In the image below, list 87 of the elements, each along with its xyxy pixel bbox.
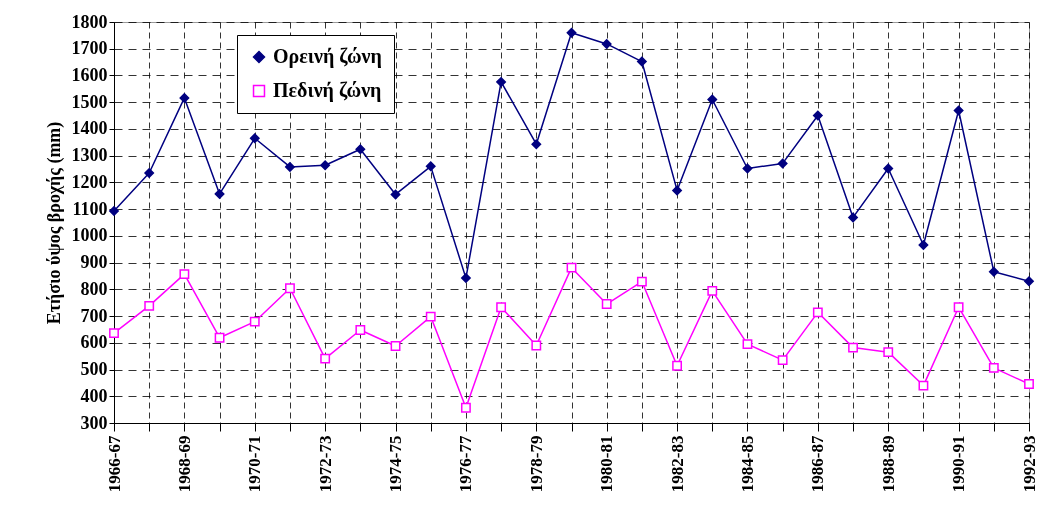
x-tick-label: 1986-87 <box>808 435 828 493</box>
x-tick-label: 1972-73 <box>315 435 335 493</box>
point <box>531 139 542 150</box>
x-tick-label: 1990-91 <box>949 435 969 493</box>
y-tick-label: 400 <box>80 385 108 406</box>
point <box>636 276 647 287</box>
point <box>988 363 999 373</box>
point <box>285 283 295 294</box>
point <box>707 94 718 105</box>
point <box>636 56 647 67</box>
y-tick-label: 300 <box>80 412 108 433</box>
point <box>848 212 858 223</box>
legend-label: Ορεινή ζώνη <box>273 45 382 68</box>
point <box>214 188 225 199</box>
point <box>566 27 577 38</box>
point <box>214 332 225 343</box>
x-tick-label: 1980-81 <box>597 435 617 493</box>
point <box>496 76 507 87</box>
x-tick-label: 1988-89 <box>878 435 898 493</box>
point <box>672 185 683 196</box>
point <box>918 380 929 391</box>
point <box>953 302 964 313</box>
y-tick-label: 600 <box>80 332 108 353</box>
point <box>425 311 436 322</box>
point <box>707 286 718 296</box>
point <box>390 189 401 200</box>
x-tick-label: 1976-77 <box>456 435 476 493</box>
y-tick-label: 800 <box>80 278 108 299</box>
point <box>777 355 788 366</box>
point <box>988 266 999 277</box>
y-tick-label: 1700 <box>71 38 108 59</box>
y-tick-label: 500 <box>80 359 108 380</box>
y-tick-label: 1400 <box>71 118 108 139</box>
point <box>777 158 788 169</box>
y-tick-label: 700 <box>80 305 108 326</box>
point <box>460 273 471 284</box>
point <box>531 340 542 351</box>
point <box>848 342 858 353</box>
y-tick-label: 1300 <box>71 145 108 166</box>
point <box>144 168 155 178</box>
point <box>109 206 119 216</box>
x-tick-label: 1978-79 <box>526 435 546 493</box>
point <box>742 339 753 350</box>
x-tick-label: 1992-93 <box>1019 435 1039 493</box>
y-tick-label: 1500 <box>71 91 108 112</box>
point <box>285 161 295 172</box>
y-tick-label: 1200 <box>71 171 108 192</box>
point <box>109 328 119 339</box>
point <box>320 353 331 364</box>
point <box>179 269 190 280</box>
point <box>390 341 401 351</box>
point <box>249 133 260 144</box>
point <box>355 144 366 155</box>
point <box>460 402 471 413</box>
y-tick-label: 1100 <box>72 198 108 219</box>
point <box>953 105 964 116</box>
point <box>812 110 823 121</box>
point <box>355 325 366 335</box>
point <box>249 316 260 327</box>
point <box>144 300 155 311</box>
y-tick-label: 1000 <box>71 225 108 246</box>
point <box>425 161 436 172</box>
point <box>1024 276 1034 287</box>
point <box>812 307 823 318</box>
legend-label: Πεδινή ζώνη <box>273 79 382 102</box>
point <box>601 38 612 49</box>
x-tick-label: 1974-75 <box>386 435 406 493</box>
point <box>566 262 577 273</box>
point <box>672 360 683 371</box>
point <box>320 160 331 171</box>
y-tick-label: 1600 <box>71 64 108 85</box>
x-tick-label: 1970-71 <box>245 435 265 493</box>
point <box>1024 379 1034 389</box>
point <box>918 240 929 250</box>
point <box>742 163 753 174</box>
point <box>601 299 612 309</box>
point <box>179 92 190 103</box>
y-tick-label: 900 <box>80 252 108 273</box>
point <box>496 302 507 313</box>
y-tick-label: 1800 <box>71 11 108 32</box>
point <box>883 163 894 174</box>
y-axis-title: Ετήσιο ύψος βροχής (mm) <box>43 121 65 325</box>
x-tick-label: 1968-69 <box>174 435 194 493</box>
point <box>883 347 894 358</box>
x-tick-label: 1966-67 <box>104 435 124 493</box>
x-tick-label: 1982-83 <box>667 435 687 493</box>
x-tick-label: 1984-85 <box>737 435 757 493</box>
